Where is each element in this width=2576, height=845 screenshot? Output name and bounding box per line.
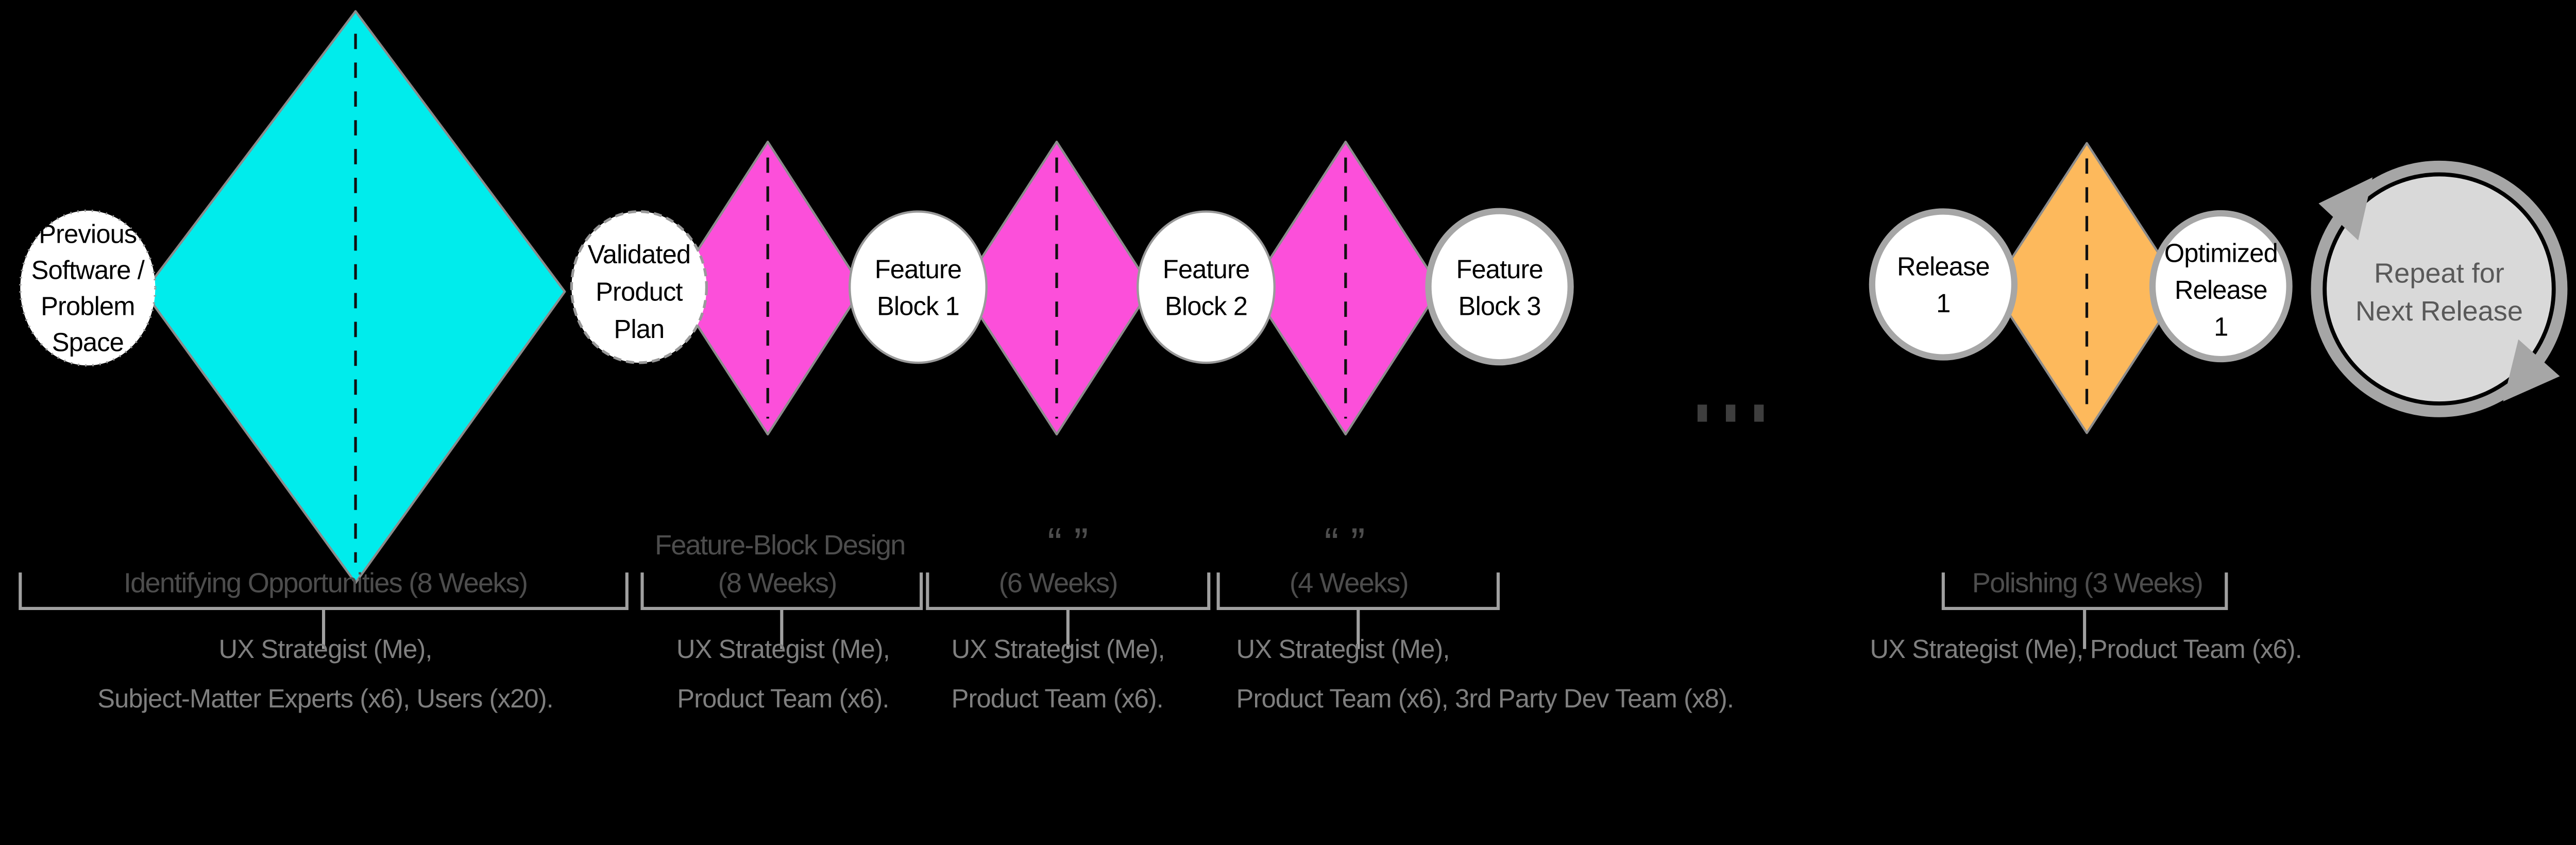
timeline-svg: Previous Software / Problem Space Valida… bbox=[19, 10, 2568, 713]
cycle-arrowhead-top-icon bbox=[2318, 177, 2373, 241]
milestone-label: Validated bbox=[588, 240, 691, 269]
milestone-previous-software: Previous Software / Problem Space bbox=[19, 209, 157, 367]
ellipsis-icon bbox=[1697, 404, 1764, 422]
discovery-diamond bbox=[143, 10, 566, 584]
people-identifying-line1: UX Strategist (Me), bbox=[219, 634, 432, 664]
bracket-feature-design bbox=[640, 572, 923, 649]
milestone-label: Block 2 bbox=[1165, 291, 1247, 320]
milestone-label: Feature bbox=[1456, 255, 1543, 284]
people-feature-block-2-line1: UX Strategist (Me), bbox=[952, 634, 1165, 664]
ditto-mark: “ ” bbox=[1047, 519, 1088, 567]
milestone-release-1-circle bbox=[1869, 208, 2018, 361]
people-feature-design-line2: Product Team (x6). bbox=[677, 684, 889, 713]
milestone-optimized-release-circle bbox=[2149, 210, 2293, 363]
feature-diamond-3 bbox=[1250, 140, 1442, 436]
phase-label-feature-design-line2: (8 Weeks) bbox=[718, 568, 837, 599]
milestone-label: 1 bbox=[1936, 289, 1950, 318]
repeat-circle bbox=[2327, 176, 2552, 402]
milestone-optimized-release-1: Optimized Release 1 bbox=[2149, 210, 2293, 363]
phase-label-feature-block-2: (6 Weeks) bbox=[999, 568, 1117, 599]
milestone-previous-circle bbox=[19, 209, 157, 367]
milestone-label: 1 bbox=[2214, 312, 2228, 342]
milestone-feature-block-3-circle bbox=[1425, 208, 1574, 366]
milestone-label: Release bbox=[1897, 252, 1990, 281]
process-diagram: Previous Software / Problem Space Valida… bbox=[19, 10, 2568, 714]
milestone-label: Block 3 bbox=[1459, 291, 1541, 320]
milestone-label: Feature bbox=[1163, 255, 1249, 284]
milestone-feature-block-2: Feature Block 2 bbox=[1137, 210, 1276, 364]
people-feature-design-line1: UX Strategist (Me), bbox=[676, 634, 890, 664]
people-identifying-line2: Subject-Matter Experts (x6), Users (x20)… bbox=[97, 684, 553, 713]
ellipsis-dot bbox=[1725, 404, 1736, 422]
repeat-label: Repeat for bbox=[2374, 258, 2504, 289]
cycle-arrowhead-bottom-icon bbox=[2503, 339, 2560, 402]
milestone-feature-block-3: Feature Block 3 bbox=[1425, 208, 1574, 366]
milestone-label: Release bbox=[2175, 275, 2267, 305]
feature-diamond-2 bbox=[961, 140, 1153, 436]
milestone-label: Previous bbox=[39, 219, 137, 249]
milestone-label: Software / bbox=[31, 256, 145, 285]
bracket-feature-block-3 bbox=[1216, 572, 1500, 649]
phase-label-feature-design-line1: Feature-Block Design bbox=[655, 530, 905, 561]
milestone-label: Block 1 bbox=[877, 291, 959, 320]
repeat-cycle: Repeat for Next Release bbox=[2311, 160, 2568, 417]
milestone-feature-block-1-circle bbox=[849, 210, 988, 364]
ellipsis-dot bbox=[1697, 404, 1707, 422]
milestone-label: Feature bbox=[875, 255, 961, 284]
people-feature-block-3-line2: Product Team (x6), 3rd Party Dev Team (x… bbox=[1236, 684, 1734, 713]
phase-label-polishing: Polishing (3 Weeks) bbox=[1972, 568, 2202, 599]
milestone-feature-block-1: Feature Block 1 bbox=[849, 210, 988, 364]
milestone-label: Problem bbox=[41, 291, 135, 320]
milestone-label: Optimized bbox=[2164, 238, 2278, 267]
phase-label-feature-block-3: (4 Weeks) bbox=[1290, 568, 1408, 599]
milestone-label: Space bbox=[52, 327, 124, 357]
ditto-mark: “ ” bbox=[1324, 519, 1365, 567]
ellipsis-dot bbox=[1754, 404, 1764, 422]
polish-diamond bbox=[1991, 142, 2183, 434]
bracket-polishing bbox=[1941, 572, 2228, 649]
milestone-label: Plan bbox=[614, 314, 664, 344]
milestone-validated-product-plan: Validated Product Plan bbox=[570, 210, 708, 364]
bracket-identifying bbox=[19, 572, 629, 649]
milestone-label: Product bbox=[596, 277, 683, 307]
people-feature-block-2-line2: Product Team (x6). bbox=[952, 684, 1163, 713]
phase-label-identifying: Identifying Opportunities (8 Weeks) bbox=[124, 568, 527, 599]
people-feature-block-3-line1: UX Strategist (Me), bbox=[1236, 634, 1450, 664]
milestone-feature-block-2-circle bbox=[1137, 210, 1276, 364]
repeat-label: Next Release bbox=[2355, 296, 2523, 327]
milestone-validated-circle bbox=[570, 210, 708, 364]
cycle-arrow-ring bbox=[2311, 160, 2568, 417]
bracket-feature-block-2 bbox=[926, 572, 1211, 649]
people-polishing: UX Strategist (Me), Product Team (x6). bbox=[1870, 634, 2302, 664]
milestone-release-1: Release 1 bbox=[1869, 208, 2018, 361]
